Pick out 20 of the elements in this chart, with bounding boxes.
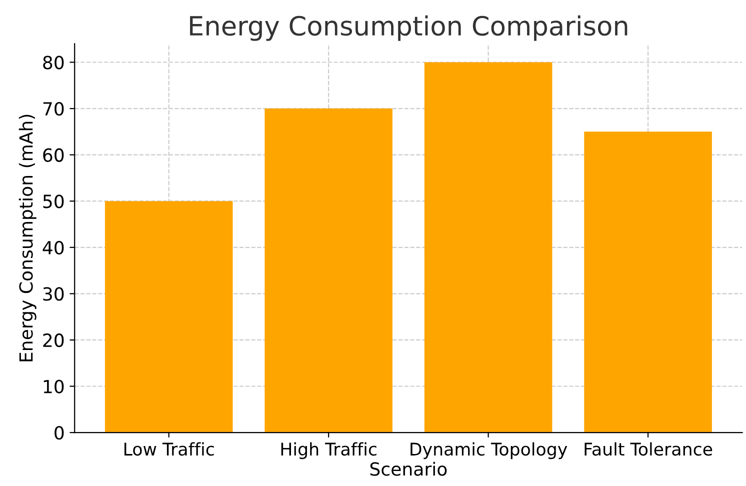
x-tick-label: High Traffic [281, 442, 376, 460]
x-axis-title: Scenario [370, 462, 447, 476]
chart-title: Energy Consumption Comparison [190, 15, 628, 41]
y-tick-label: 60 [43, 148, 64, 162]
y-tick-label: 20 [43, 333, 64, 348]
bar [104, 201, 233, 433]
y-tick-label: 40 [42, 240, 64, 255]
x-tick-label: Low Traffic [124, 442, 214, 456]
bar [424, 62, 552, 433]
y-tick-label: 50 [43, 194, 64, 208]
x-tick-label: Dynamic Topology [410, 442, 568, 460]
bar [584, 132, 712, 433]
y-tick-label: 80 [43, 56, 64, 70]
y-tick-label: 30 [43, 287, 64, 301]
y-tick-label: 0 [54, 426, 64, 440]
y-tick-label: 70 [43, 102, 64, 116]
x-tick-label: Fault Tolerance [584, 442, 712, 456]
y-axis-title: Energy Consumption (mAh) [18, 114, 36, 362]
y-tick-label: 10 [44, 380, 64, 394]
bar [264, 108, 392, 433]
